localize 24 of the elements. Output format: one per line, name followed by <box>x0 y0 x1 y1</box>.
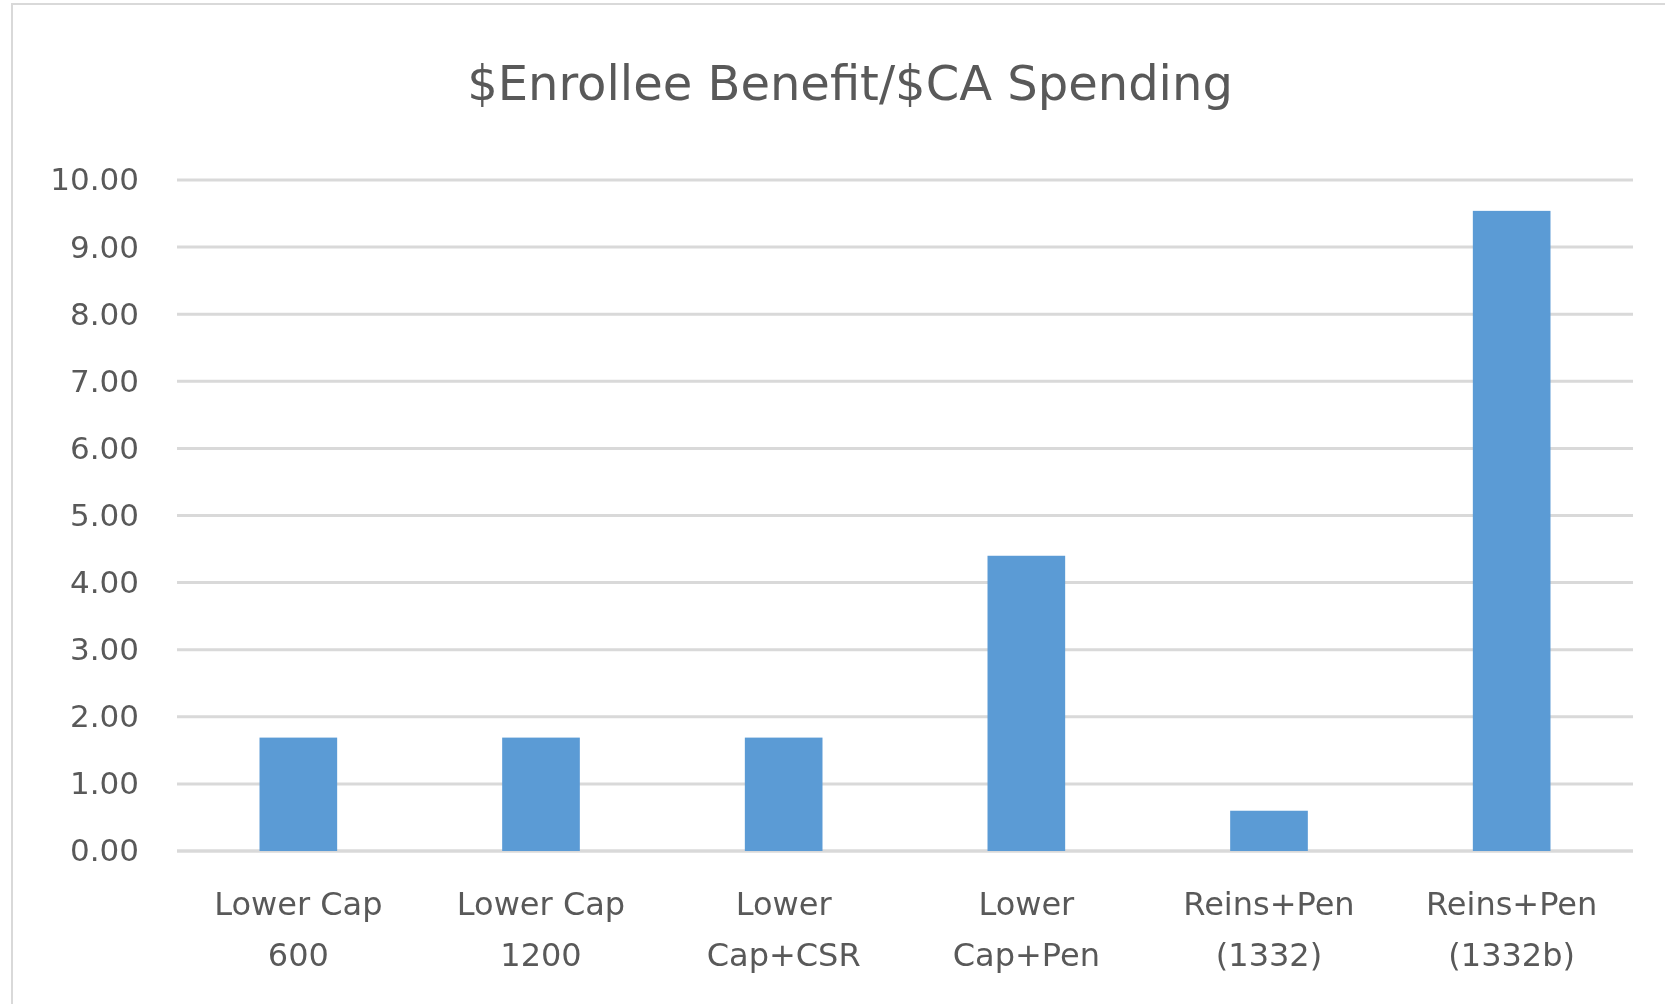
y-tick-label: 7.00 <box>69 362 139 399</box>
bar <box>987 555 1066 851</box>
bar <box>744 737 823 851</box>
x-tick-label: Reins+Pen (1332) <box>1183 885 1355 974</box>
x-tick-label: Lower Cap 600 <box>214 885 383 974</box>
y-tick-label: 6.00 <box>69 429 139 466</box>
y-tick-label: 5.00 <box>69 496 139 533</box>
chart-title: $Enrollee Benefit/$CA Spending <box>467 55 1233 111</box>
y-tick-label: 10.00 <box>50 161 139 198</box>
bar <box>1472 210 1551 851</box>
y-tick-label: 2.00 <box>69 698 139 735</box>
x-tick-label: Lower Cap+CSR <box>706 885 861 974</box>
bar <box>1230 810 1308 851</box>
x-tick-label: Reins+Pen (1332b) <box>1426 885 1598 974</box>
x-tick-label: Lower Cap 1200 <box>456 885 626 974</box>
bar <box>259 737 338 851</box>
x-tick-label: Lower Cap+Pen <box>952 885 1100 974</box>
y-tick-label: 4.00 <box>69 564 139 601</box>
y-tick-label: 3.00 <box>69 631 139 668</box>
y-tick-label: 8.00 <box>69 295 139 332</box>
y-tick-label: 1.00 <box>69 765 139 802</box>
y-tick-label: 9.00 <box>69 228 139 265</box>
bar <box>502 737 580 851</box>
y-tick-label: 0.00 <box>69 832 139 869</box>
